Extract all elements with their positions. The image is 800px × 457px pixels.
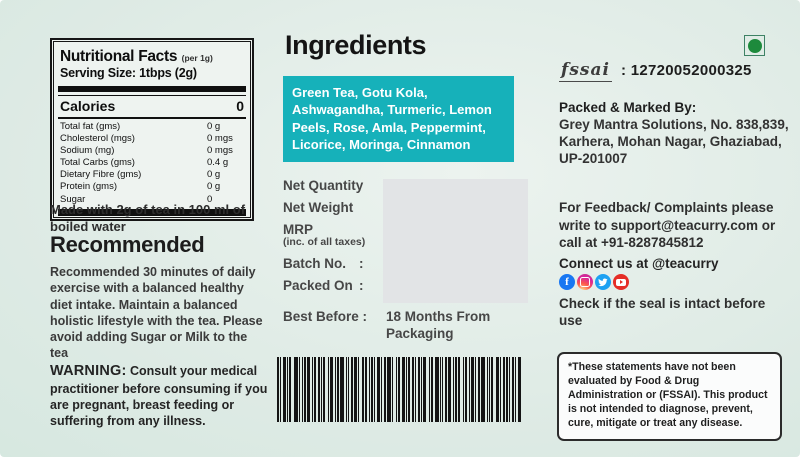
nutrient-value: 0 g (207, 181, 221, 193)
nutrient-row: Sodium (mg) 0 mgs (52, 145, 252, 157)
nutrient-row: Protein (gms) 0 g (52, 181, 252, 193)
nutrient-row: Total Carbs (gms) 0.4 g (52, 157, 252, 169)
nutrient-value: 0 mgs (207, 133, 233, 145)
middle-column: Ingredients Green Tea, Gotu Kola, Ashwag… (277, 30, 528, 450)
nutrient-label: Protein (gms) (60, 181, 118, 193)
nutrient-value: 0 mgs (207, 145, 233, 157)
nutrient-label: Sugar (60, 193, 86, 205)
ingredients-box: Green Tea, Gotu Kola, Ashwagandha, Turme… (283, 76, 514, 163)
nutrient-value: 0 g (207, 169, 221, 181)
field-label: Net Quantity (283, 178, 364, 193)
recommended-text: Recommended 30 minutes of daily exercise… (50, 265, 263, 361)
pack-fields: Net Quantity Net Weight MRP (inc. of all… (283, 178, 528, 300)
field-row-net-quantity: Net Quantity (283, 178, 528, 194)
nutrition-title: Nutritional Facts (60, 48, 178, 65)
field-row-batch-no: Batch No.: (283, 256, 528, 272)
packed-by-block: Packed & Marked By: Grey Mantra Solution… (559, 99, 789, 167)
right-column: fssai : 12720052000325 Packed & Marked B… (557, 30, 795, 450)
field-label: Packed On (283, 278, 353, 293)
recommended-heading: Recommended (50, 232, 205, 257)
feedback-text: For Feedback/ Complaints please write to… (559, 200, 776, 251)
calories-row: Calories 0 (52, 96, 252, 117)
mrp-sub-label: (inc. of all taxes) (283, 236, 366, 248)
divider-medium (58, 117, 246, 119)
play-glyph (616, 278, 626, 286)
divider-thin (58, 95, 246, 96)
nutrient-label: Total fat (gms) (60, 121, 121, 132)
nutrient-label: Dietary Fibre (gms) (60, 169, 142, 181)
connect-text: Connect us at @teacurry (559, 256, 719, 271)
nutrient-value: 0.4 g (207, 157, 229, 169)
nutrient-label: Cholesterol (mgs) (60, 133, 135, 145)
ingredients-heading: Ingredients (285, 30, 427, 60)
best-before-value: 18 Months From Packaging (386, 309, 491, 341)
disclaimer-box: *These statements have not been evaluate… (557, 352, 782, 441)
nutrient-row: Cholesterol (mgs) 0 mgs (52, 133, 252, 145)
veg-dot-icon (747, 38, 762, 53)
field-label: MRP (283, 222, 313, 237)
nutrient-row: Dietary Fibre (gms) 0 g (52, 169, 252, 181)
warning-label: WARNING: (50, 363, 127, 379)
nutrient-value: 0 g (207, 121, 221, 132)
packed-by-address: Grey Mantra Solutions, No. 838,839, Karh… (559, 117, 789, 166)
nutrient-label: Sodium (mg) (60, 145, 115, 157)
nutrition-header: Nutritional Facts (per 1g) Serving Size:… (52, 45, 252, 82)
made-with-note: Made with 2g of tea in 100 ml of boiled … (50, 202, 246, 234)
social-icons: f (559, 274, 629, 290)
nutrient-row: Total fat (gms) 0 g (52, 121, 252, 133)
best-before-row: Best Before : 18 Months From Packaging (283, 308, 498, 342)
instagram-icon (577, 274, 593, 290)
youtube-icon (613, 274, 629, 290)
calories-label: Calories (60, 98, 116, 114)
field-label: Batch No. (283, 256, 347, 271)
calories-value: 0 (236, 98, 244, 114)
camera-glyph (580, 277, 590, 287)
facebook-icon: f (559, 274, 575, 290)
field-row-mrp: MRP (283, 222, 528, 238)
nutrient-label: Total Carbs (gms) (60, 157, 135, 169)
field-colon: : (359, 278, 364, 293)
veg-symbol (744, 35, 765, 56)
value-box (383, 179, 528, 303)
nutrition-title-note: (per 1g) (181, 53, 213, 63)
packed-by-heading: Packed & Marked By: (559, 100, 697, 115)
field-row-packed-on: Packed On: (283, 278, 528, 294)
barcode (277, 357, 521, 422)
twitter-icon (595, 274, 611, 290)
fssai-logo: fssai (559, 60, 612, 82)
serving-size: Serving Size: 1tbps (2g) (60, 66, 197, 80)
divider-thick-bottom (58, 208, 246, 216)
warning-body: Consult your medical practitioner before… (50, 364, 268, 429)
warning-text: WARNING: Consult your medical practition… (50, 362, 268, 430)
nutrient-row: Sugar 0 (52, 194, 252, 206)
seal-note: Check if the seal is intact before use (559, 296, 766, 328)
divider-thick (58, 86, 246, 92)
nutrition-table: Nutritional Facts (per 1g) Serving Size:… (50, 38, 254, 221)
fssai-license-number: : 12720052000325 (620, 62, 752, 79)
fssai-row: fssai : 12720052000325 (559, 60, 752, 82)
best-before-label: Best Before : (283, 309, 368, 324)
nutrient-value: 0 (207, 193, 213, 205)
nutrient-rows: Total fat (gms) 0 g Cholesterol (mgs) 0 mg… (52, 119, 252, 207)
field-row-net-weight: Net Weight (283, 200, 528, 216)
field-colon: : (359, 256, 364, 271)
field-label: Net Weight (283, 200, 354, 215)
